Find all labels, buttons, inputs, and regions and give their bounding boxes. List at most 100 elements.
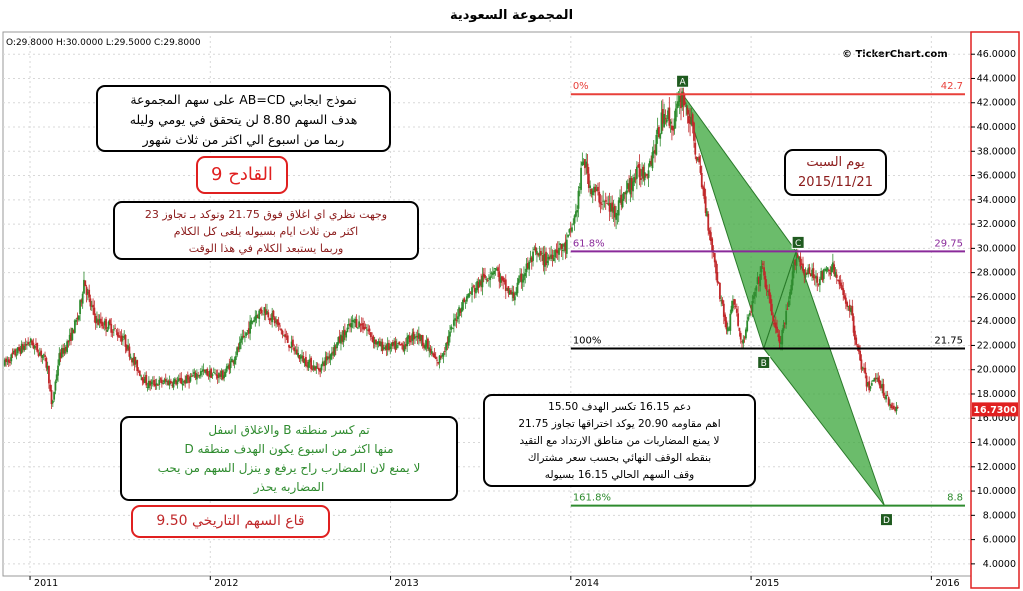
candle-body xyxy=(494,268,497,270)
candle-body xyxy=(412,331,415,340)
support-line-5: وقف السهم الحالي 16.15 بسيوله xyxy=(544,469,695,481)
candle-body xyxy=(384,347,386,350)
candle-body xyxy=(525,263,528,273)
y-tick-label: 38.0000 xyxy=(977,146,1016,157)
candle-body xyxy=(190,375,193,377)
y-tick-label: 32.0000 xyxy=(977,219,1016,230)
candle-body xyxy=(589,185,592,189)
candle-body xyxy=(350,323,353,328)
candle-body xyxy=(137,370,140,372)
candle-body xyxy=(340,334,342,344)
candle-body xyxy=(183,381,185,383)
candle-body xyxy=(621,198,624,208)
candle-body xyxy=(860,359,863,370)
candle-body xyxy=(247,328,250,334)
candle-body xyxy=(728,329,730,331)
candle-body xyxy=(602,200,605,202)
candle-body xyxy=(80,300,83,302)
candle-body xyxy=(111,331,114,333)
candle-body xyxy=(144,376,146,384)
candle-body xyxy=(398,341,401,345)
candle-body xyxy=(789,292,791,299)
candle-body xyxy=(218,373,220,378)
y-tick-label: 22.0000 xyxy=(977,340,1016,351)
candle-body xyxy=(508,290,511,295)
candle-body xyxy=(512,292,515,299)
candle-body xyxy=(639,177,642,181)
candle-body xyxy=(45,357,48,368)
candle-body xyxy=(564,241,567,251)
candle-body xyxy=(290,341,293,348)
candle-body xyxy=(138,370,141,376)
candle-body xyxy=(264,309,267,316)
date-line-2: 2015/11/21 xyxy=(798,175,873,190)
candle-body xyxy=(530,257,533,263)
candle-body xyxy=(147,380,150,389)
candle-body xyxy=(36,342,39,352)
last-price-label: 16.7300 xyxy=(973,405,1017,416)
candle-body xyxy=(14,349,17,356)
candle-body xyxy=(842,288,845,296)
candle-body xyxy=(722,303,725,317)
y-tick-label: 46.0000 xyxy=(977,49,1016,60)
candle-body xyxy=(816,276,819,283)
y-tick-label: 36.0000 xyxy=(977,171,1016,182)
candle-body xyxy=(385,345,388,351)
candle-body xyxy=(672,125,675,131)
candle-body xyxy=(219,374,222,377)
candle-body xyxy=(136,360,139,372)
candle-body xyxy=(263,307,266,313)
candle-body xyxy=(613,205,616,218)
candle-body xyxy=(164,379,167,382)
candle-body xyxy=(465,296,468,302)
candle-body xyxy=(233,358,236,365)
candle-body xyxy=(704,196,707,214)
candle-body xyxy=(299,356,302,359)
candle-body xyxy=(122,339,124,341)
candle-body xyxy=(342,330,345,343)
candle-body xyxy=(835,274,838,278)
candle-body xyxy=(824,268,826,270)
candle-body xyxy=(227,365,229,369)
pattern-description-box: نموذج ايجابي AB=CD على سهم المجموعة هدف … xyxy=(96,85,391,152)
support-line-4: بنقطه الوقف النهائي بحسب سعر مشتراك xyxy=(527,452,712,464)
candle-body xyxy=(436,359,438,361)
ohlc-readout: O:29.8000 H:30.0000 L:29.5000 C:29.8000 xyxy=(6,38,201,48)
candle-body xyxy=(580,167,582,190)
candle-body xyxy=(443,351,446,352)
y-tick-label: 18.0000 xyxy=(977,389,1016,400)
candle-body xyxy=(195,373,198,380)
candle-body xyxy=(865,375,868,387)
candle-body xyxy=(882,384,885,396)
candle-body xyxy=(879,385,882,389)
candle-body xyxy=(785,310,788,325)
candle-body xyxy=(495,269,498,271)
candle-body xyxy=(324,357,327,366)
candle-body xyxy=(347,323,350,326)
candle-body xyxy=(462,299,464,310)
candle-body xyxy=(294,350,297,352)
point-marker-c xyxy=(791,235,805,249)
y-tick-label: 40.0000 xyxy=(977,122,1016,133)
candle-body xyxy=(661,109,664,124)
candle-body xyxy=(503,280,506,283)
candle-body xyxy=(677,101,680,107)
point-marker-a xyxy=(676,74,690,88)
candle-body xyxy=(754,291,756,297)
candle-body xyxy=(273,317,276,324)
candle-body xyxy=(469,292,472,294)
candle-body xyxy=(298,355,301,360)
candle-body xyxy=(450,326,453,330)
candle-body xyxy=(271,312,274,323)
candle-body xyxy=(211,374,214,376)
candle-body xyxy=(837,280,839,281)
candle-body xyxy=(250,320,253,324)
candle-body xyxy=(568,229,571,233)
candle-body xyxy=(528,261,531,270)
candle-body xyxy=(262,313,264,315)
candle-body xyxy=(173,378,176,383)
candle-body xyxy=(254,316,257,321)
pattern-line-3: ربما من اسبوع الي اكثر من ثلاث شهور xyxy=(142,132,345,147)
candle-body xyxy=(167,380,170,385)
